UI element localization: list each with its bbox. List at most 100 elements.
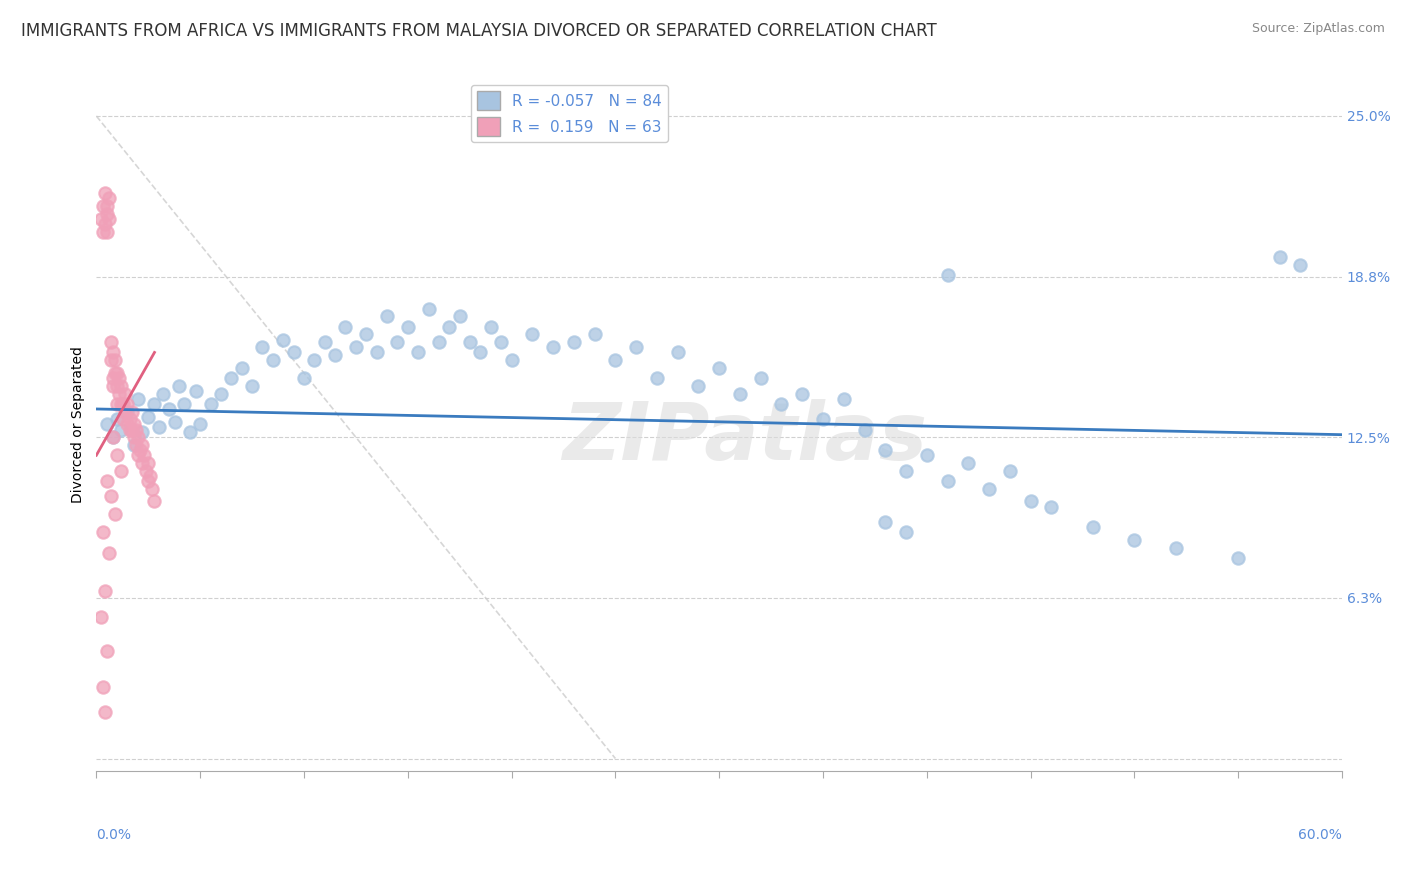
Point bbox=[221, 371, 243, 385]
Point bbox=[104, 508, 127, 522]
Point bbox=[583, 327, 606, 342]
Point bbox=[314, 335, 336, 350]
Point bbox=[894, 464, 917, 478]
Point bbox=[105, 412, 128, 426]
Point bbox=[101, 379, 124, 393]
Point bbox=[129, 443, 152, 458]
Point bbox=[283, 345, 305, 359]
Point bbox=[335, 319, 357, 334]
Point bbox=[562, 335, 585, 350]
Point bbox=[96, 474, 118, 488]
Point bbox=[709, 360, 731, 375]
Point bbox=[165, 415, 187, 429]
Point bbox=[1123, 533, 1146, 547]
Point bbox=[131, 456, 153, 470]
Point bbox=[91, 525, 114, 540]
Point bbox=[936, 474, 959, 488]
Point bbox=[728, 386, 751, 401]
Point bbox=[853, 423, 876, 437]
Point bbox=[122, 438, 145, 452]
Point bbox=[100, 353, 122, 368]
Point bbox=[470, 345, 492, 359]
Point bbox=[489, 335, 512, 350]
Point bbox=[105, 379, 128, 393]
Point bbox=[387, 335, 409, 350]
Point bbox=[957, 456, 980, 470]
Point bbox=[749, 371, 772, 385]
Point bbox=[89, 211, 111, 226]
Point bbox=[127, 392, 149, 406]
Legend: R = -0.057   N = 84, R =  0.159   N = 63: R = -0.057 N = 84, R = 0.159 N = 63 bbox=[471, 85, 668, 142]
Point bbox=[96, 199, 118, 213]
Point bbox=[96, 643, 118, 657]
Y-axis label: Divorced or Separated: Divorced or Separated bbox=[72, 346, 86, 503]
Point bbox=[1040, 500, 1063, 514]
Point bbox=[127, 430, 149, 444]
Point bbox=[375, 310, 398, 324]
Point bbox=[323, 348, 346, 362]
Point bbox=[169, 379, 191, 393]
Point bbox=[479, 319, 502, 334]
Point bbox=[97, 191, 120, 205]
Point bbox=[915, 448, 938, 462]
Point bbox=[136, 409, 159, 424]
Point bbox=[93, 186, 115, 200]
Point bbox=[100, 489, 122, 503]
Point bbox=[112, 412, 135, 426]
Point bbox=[1268, 251, 1291, 265]
Point bbox=[666, 345, 689, 359]
Point bbox=[354, 327, 377, 342]
Point bbox=[93, 705, 115, 719]
Point bbox=[624, 340, 647, 354]
Point bbox=[110, 423, 132, 437]
Point bbox=[998, 464, 1021, 478]
Point bbox=[105, 397, 128, 411]
Point bbox=[110, 464, 132, 478]
Point bbox=[125, 438, 148, 452]
Point bbox=[118, 412, 141, 426]
Point bbox=[811, 412, 834, 426]
Point bbox=[96, 225, 118, 239]
Point bbox=[101, 371, 124, 385]
Point bbox=[179, 425, 201, 439]
Point bbox=[366, 345, 388, 359]
Point bbox=[104, 353, 127, 368]
Point bbox=[117, 404, 139, 418]
Point bbox=[141, 482, 163, 496]
Point bbox=[108, 371, 131, 385]
Point bbox=[501, 353, 523, 368]
Point bbox=[770, 397, 793, 411]
Text: Source: ZipAtlas.com: Source: ZipAtlas.com bbox=[1251, 22, 1385, 36]
Point bbox=[91, 199, 114, 213]
Point bbox=[894, 525, 917, 540]
Point bbox=[541, 340, 564, 354]
Point bbox=[96, 417, 118, 432]
Text: 0.0%: 0.0% bbox=[97, 828, 131, 842]
Point bbox=[240, 379, 263, 393]
Point bbox=[139, 468, 162, 483]
Point bbox=[875, 515, 897, 529]
Point bbox=[100, 335, 122, 350]
Point bbox=[143, 397, 166, 411]
Point bbox=[645, 371, 668, 385]
Point bbox=[418, 301, 440, 316]
Point bbox=[184, 384, 207, 398]
Point bbox=[122, 430, 145, 444]
Point bbox=[262, 353, 284, 368]
Point bbox=[173, 397, 195, 411]
Point bbox=[143, 494, 166, 508]
Point bbox=[121, 423, 143, 437]
Point bbox=[209, 386, 232, 401]
Point bbox=[522, 327, 544, 342]
Point bbox=[110, 397, 132, 411]
Point bbox=[127, 448, 149, 462]
Point bbox=[157, 401, 180, 416]
Point bbox=[439, 319, 461, 334]
Point bbox=[832, 392, 855, 406]
Point bbox=[188, 417, 211, 432]
Point bbox=[977, 482, 1000, 496]
Point bbox=[101, 345, 124, 359]
Point bbox=[148, 420, 170, 434]
Point bbox=[101, 430, 124, 444]
Point bbox=[117, 397, 139, 411]
